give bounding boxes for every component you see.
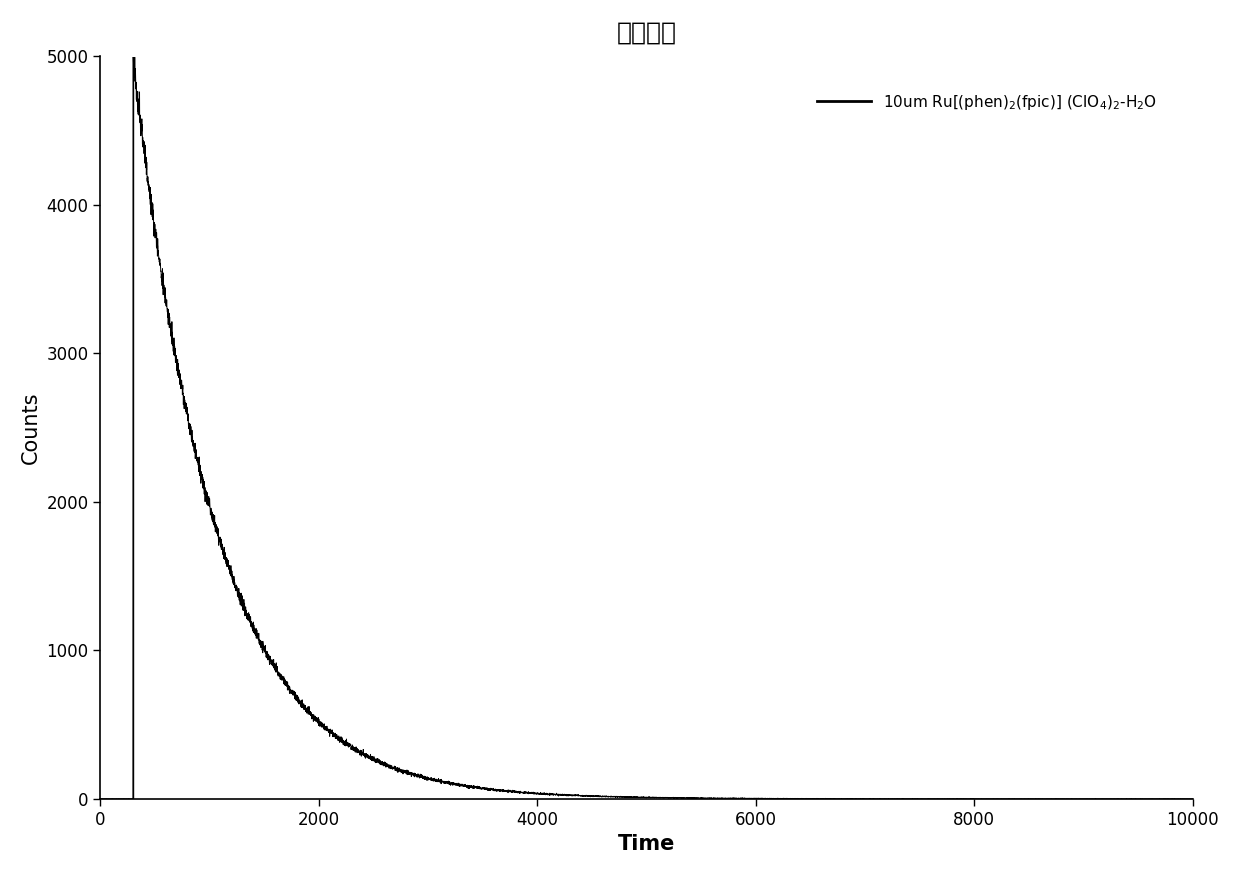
Legend: 10um Ru[(phen)$_2$(fpic)] (ClO$_4$)$_2$-H$_2$O: 10um Ru[(phen)$_2$(fpic)] (ClO$_4$)$_2$-… [811, 87, 1163, 117]
Title: 荞光寿命: 荞光寿命 [616, 21, 677, 45]
X-axis label: Time: Time [618, 834, 676, 854]
Y-axis label: Counts: Counts [21, 391, 41, 464]
